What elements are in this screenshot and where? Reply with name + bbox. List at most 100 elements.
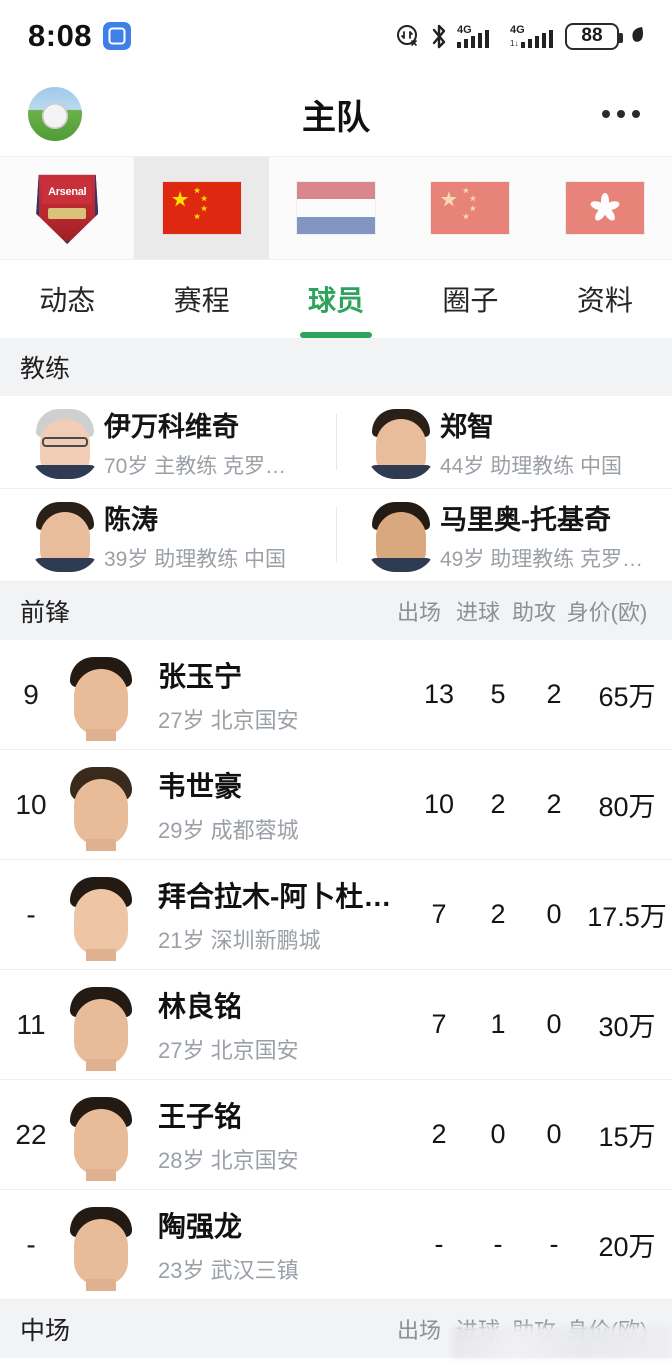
coach-card[interactable]: 郑智 44岁 助理教练 中国 — [336, 396, 672, 488]
player-meta: 28岁 北京国安 — [158, 1147, 299, 1173]
team-flag-netherlands[interactable] — [269, 157, 403, 259]
stat-goals: 1 — [490, 1009, 506, 1039]
section-header-coach: 教练 — [0, 338, 672, 396]
netherlands-flag-icon — [297, 182, 376, 234]
stat-appearances: 10 — [423, 789, 455, 819]
avatar — [366, 405, 436, 479]
coach-meta: 39岁 助理教练 中国 — [104, 547, 287, 571]
team-flag-china-muted[interactable] — [403, 157, 537, 259]
signal-4g-icon: 4G — [457, 24, 489, 48]
status-bar: 8:08 4G 4G 1↓ 88 — [0, 0, 672, 72]
player-row[interactable]: 10 韦世豪 29岁 成都蓉城 10 2 2 80万 — [0, 750, 672, 860]
tab-ziliao[interactable]: 资料 — [576, 285, 633, 316]
avatar — [30, 498, 100, 572]
player-name: 拜合拉木-阿卜杜… — [158, 880, 392, 912]
stat-appearances: - — [434, 1229, 444, 1259]
status-time: 8:08 — [28, 18, 93, 53]
player-row[interactable]: - 拜合拉木-阿卜杜… 21岁 深圳新鹏城 7 2 0 17.5万 — [0, 860, 672, 970]
signal-4g-icon: 4G 1↓ — [510, 24, 553, 48]
blur-overlay — [452, 1326, 670, 1358]
avatar — [62, 1089, 140, 1181]
coach-card[interactable]: 马里奥-托基奇 49岁 助理教练 克罗… — [336, 489, 672, 581]
stat-value: 65万 — [598, 682, 656, 712]
section-title: 中场 — [20, 1317, 71, 1345]
column-assists: 助攻 — [511, 600, 556, 625]
team-selector: Arsenal — [0, 156, 672, 259]
coach-meta: 49岁 助理教练 克罗… — [440, 547, 644, 571]
stat-assists: 0 — [546, 899, 562, 929]
player-number: 9 — [23, 678, 39, 710]
china-flag-icon — [431, 182, 510, 234]
coach-meta: 44岁 助理教练 中国 — [440, 454, 623, 478]
player-number: - — [26, 898, 36, 930]
coach-card[interactable]: 陈涛 39岁 助理教练 中国 — [0, 489, 336, 581]
column-value: 身价(欧) — [566, 600, 648, 625]
status-bar-right: 4G 4G 1↓ 88 — [395, 22, 646, 50]
player-stats: 10 2 2 80万 — [408, 785, 672, 824]
player-meta: 21岁 深圳新鹏城 — [158, 927, 321, 953]
main-tabs: 动态 赛程 球员 圈子 资料 — [0, 259, 672, 338]
player-row[interactable]: 9 张玉宁 27岁 北京国安 13 5 2 65万 — [0, 640, 672, 750]
battery-icon: 88 — [565, 22, 623, 50]
stat-appearances: 13 — [423, 679, 455, 709]
stat-assists: 2 — [546, 789, 562, 819]
player-name: 韦世豪 — [158, 770, 243, 802]
battery-level: 88 — [581, 25, 603, 46]
stat-goals: 2 — [490, 789, 506, 819]
tab-quanzi[interactable]: 圈子 — [442, 285, 499, 316]
team-flag-hongkong[interactable] — [538, 157, 672, 259]
player-meta: 27岁 北京国安 — [158, 1037, 299, 1063]
player-row[interactable]: - 陶强龙 23岁 武汉三镇 - - - 20万 — [0, 1190, 672, 1300]
tab-saicheng[interactable]: 赛程 — [173, 285, 230, 316]
status-bar-left: 8:08 — [28, 18, 132, 54]
tab-qiuyuan[interactable]: 球员 — [269, 260, 403, 338]
arsenal-crest-icon: Arsenal — [36, 172, 99, 244]
player-stats: 2 0 0 15万 — [408, 1115, 672, 1154]
section-header-forward: 前锋 出场 进球 助攻 身价(欧) — [0, 582, 672, 640]
stat-appearances: 2 — [431, 1119, 447, 1149]
stat-assists: 2 — [546, 679, 562, 709]
player-meta: 27岁 北京国安 — [158, 707, 299, 733]
avatar — [62, 649, 140, 741]
avatar — [62, 869, 140, 961]
more-options-icon[interactable] — [598, 100, 644, 128]
player-number: 10 — [15, 788, 47, 820]
svg-text:4G: 4G — [510, 24, 525, 36]
stat-goals: 0 — [490, 1119, 506, 1149]
coach-name: 郑智 — [440, 411, 494, 442]
coach-row: 伊万科维奇 70岁 主教练 克罗… 郑智 44岁 助理教练 中国 — [0, 396, 672, 489]
section-title: 教练 — [20, 355, 71, 383]
app-badge-icon — [103, 22, 132, 50]
data-sync-icon — [397, 25, 417, 46]
stat-appearances: 7 — [431, 899, 447, 929]
stat-assists: - — [549, 1229, 559, 1259]
football-avatar[interactable] — [28, 87, 82, 141]
player-stats: - - - 20万 — [408, 1225, 672, 1264]
avatar — [30, 405, 100, 479]
avatar — [62, 759, 140, 851]
player-number: 11 — [16, 1008, 46, 1040]
stat-assists: 0 — [546, 1009, 562, 1039]
player-meta: 23岁 武汉三镇 — [158, 1257, 299, 1283]
player-name: 陶强龙 — [158, 1210, 243, 1242]
section-title: 前锋 — [20, 599, 71, 627]
app-header: 主队 — [0, 72, 672, 156]
bluetooth-icon — [432, 24, 446, 48]
player-number: - — [26, 1228, 36, 1260]
stat-value: 30万 — [598, 1012, 656, 1042]
page-title: 主队 — [302, 98, 370, 137]
coach-card[interactable]: 伊万科维奇 70岁 主教练 克罗… — [0, 396, 336, 488]
team-flag-china-selected[interactable] — [134, 157, 269, 259]
column-appearances: 出场 — [396, 1318, 441, 1343]
svg-text:4G: 4G — [457, 24, 472, 36]
china-flag-icon — [162, 182, 241, 234]
stat-value: 15万 — [598, 1122, 656, 1152]
tab-dongtai[interactable]: 动态 — [39, 285, 96, 316]
player-row[interactable]: 11 林良铭 27岁 北京国安 7 1 0 30万 — [0, 970, 672, 1080]
player-name: 王子铭 — [158, 1100, 243, 1132]
player-row[interactable]: 22 王子铭 28岁 北京国安 2 0 0 15万 — [0, 1080, 672, 1190]
stat-goals: 5 — [490, 679, 506, 709]
team-flag-arsenal[interactable]: Arsenal — [0, 157, 134, 259]
avatar — [366, 498, 436, 572]
player-number: 22 — [15, 1118, 47, 1150]
